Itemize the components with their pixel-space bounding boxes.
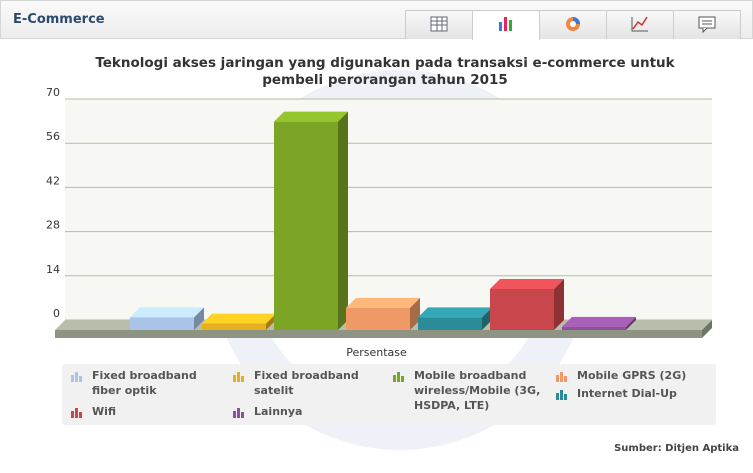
y-tick-label: 70 bbox=[46, 86, 60, 99]
bar-top bbox=[562, 316, 636, 327]
bar-top bbox=[130, 307, 204, 318]
legend-item: Mobile GPRS (2G) bbox=[555, 368, 707, 383]
y-tick-label: 42 bbox=[46, 174, 60, 187]
legend-item: Fixed broadband fiber optik bbox=[70, 368, 222, 398]
y-tick-label: 14 bbox=[46, 263, 60, 276]
bar bbox=[130, 317, 194, 330]
bar-side bbox=[626, 316, 636, 330]
legend-swatch bbox=[237, 372, 240, 382]
header: E-Commerce bbox=[0, 0, 753, 40]
legend-swatch bbox=[556, 375, 559, 382]
legend-label: Wifi bbox=[92, 405, 117, 418]
source: Sumber: Ditjen Aptika bbox=[614, 443, 739, 454]
legend-swatch bbox=[79, 376, 82, 382]
bar bbox=[490, 288, 554, 330]
bar-top bbox=[274, 111, 348, 122]
legend-label: Mobile broadband wireless/Mobile (3G, HS… bbox=[414, 369, 541, 412]
legend-swatch bbox=[556, 393, 559, 400]
legend-swatch bbox=[393, 375, 396, 382]
legend-icon bbox=[556, 372, 567, 382]
legend: Fixed broadband fiber optik Fixed broadba… bbox=[62, 364, 716, 425]
x-axis-label: Persentase bbox=[346, 346, 407, 359]
bar-top bbox=[346, 297, 420, 308]
bar-top bbox=[418, 307, 492, 318]
bar-top bbox=[202, 313, 276, 324]
legend-swatch bbox=[401, 376, 404, 382]
legend-label: Fixed broadband satelit bbox=[254, 369, 359, 397]
legend-swatch bbox=[560, 372, 563, 382]
tab-pie[interactable] bbox=[539, 10, 607, 39]
y-tick-label: 56 bbox=[46, 130, 60, 143]
legend-swatch bbox=[233, 411, 236, 418]
y-tick-label: 0 bbox=[53, 307, 60, 320]
floor-front bbox=[55, 330, 702, 338]
bar-side bbox=[482, 307, 492, 330]
bar bbox=[562, 326, 626, 330]
legend-label: Lainnya bbox=[254, 405, 303, 418]
legend-icon bbox=[233, 372, 244, 382]
header-title: E-Commerce bbox=[13, 12, 105, 27]
legend-icon bbox=[71, 408, 82, 418]
legend-swatch bbox=[75, 372, 78, 382]
bar bbox=[274, 121, 338, 330]
legend-item: Mobile broadband wireless/Mobile (3G, HS… bbox=[392, 368, 544, 413]
bar bbox=[202, 323, 266, 330]
chart-title: Teknologi akses jaringan yang digunakan … bbox=[95, 55, 675, 88]
legend-swatch bbox=[560, 390, 563, 400]
tab-table[interactable] bbox=[405, 10, 473, 39]
plot-background bbox=[65, 99, 712, 320]
legend-item: Internet Dial-Up bbox=[555, 386, 707, 401]
legend-swatch bbox=[241, 376, 244, 382]
legend-swatch bbox=[71, 375, 74, 382]
legend-swatch bbox=[71, 411, 74, 418]
bar-side bbox=[410, 297, 420, 330]
legend-icon bbox=[556, 390, 567, 400]
bar-side bbox=[266, 313, 276, 330]
legend-item: Lainnya bbox=[232, 404, 384, 419]
bar-side bbox=[338, 111, 348, 330]
tab-bar[interactable] bbox=[472, 10, 540, 40]
legend-swatch bbox=[241, 412, 244, 418]
bar-top bbox=[490, 278, 564, 289]
legend-swatch bbox=[233, 375, 236, 382]
legend-item: Fixed broadband satelit bbox=[232, 368, 384, 398]
legend-item: Wifi bbox=[70, 404, 222, 419]
tab-line[interactable] bbox=[606, 10, 674, 39]
legend-swatch bbox=[79, 412, 82, 418]
legend-swatch bbox=[75, 408, 78, 418]
legend-swatch bbox=[397, 372, 400, 382]
floor-side bbox=[702, 320, 712, 338]
legend-label: Internet Dial-Up bbox=[577, 387, 677, 400]
legend-swatch bbox=[564, 376, 567, 382]
legend-swatch bbox=[564, 394, 567, 400]
y-tick-label: 28 bbox=[46, 219, 60, 232]
legend-swatch bbox=[237, 408, 240, 418]
bar bbox=[418, 317, 482, 330]
legend-icon bbox=[393, 372, 404, 382]
bar bbox=[346, 307, 410, 330]
legend-label: Fixed broadband fiber optik bbox=[92, 369, 197, 397]
tab-comment[interactable] bbox=[673, 10, 741, 39]
bar-side bbox=[194, 307, 204, 330]
legend-icon bbox=[233, 408, 244, 418]
legend-icon bbox=[71, 372, 82, 382]
bar-side bbox=[554, 278, 564, 330]
legend-label: Mobile GPRS (2G) bbox=[577, 369, 687, 382]
